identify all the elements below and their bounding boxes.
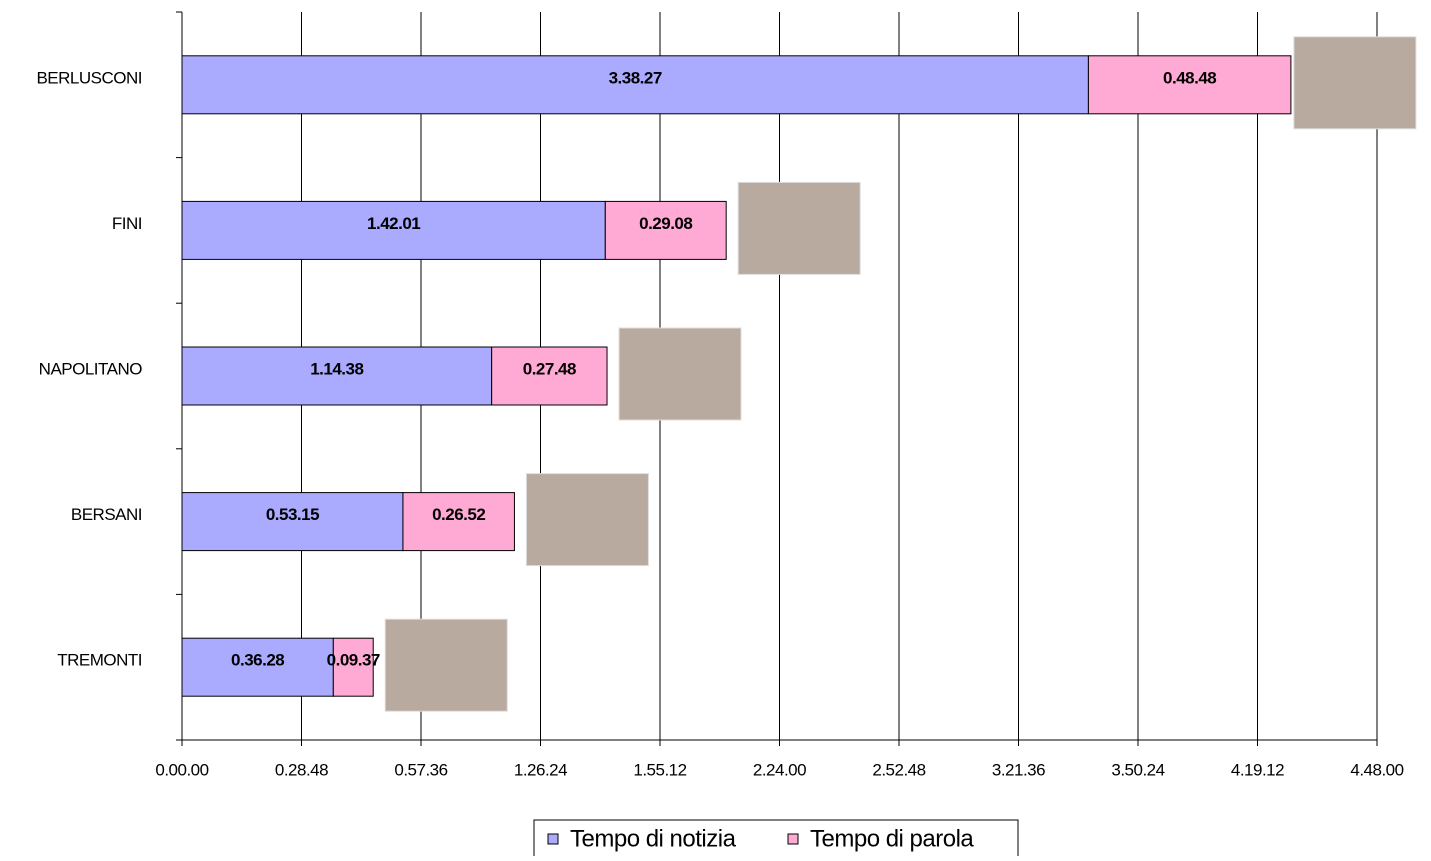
x-tick-label: 0.00.00 bbox=[155, 760, 208, 779]
data-label: 1.14.38 bbox=[310, 359, 363, 378]
data-label: 0.53.15 bbox=[266, 505, 319, 524]
x-tick-label: 1.26.24 bbox=[514, 760, 567, 779]
photo bbox=[618, 327, 742, 421]
data-label: 3.38.27 bbox=[609, 68, 662, 87]
bar-segment bbox=[181, 55, 1089, 115]
photo bbox=[1293, 36, 1417, 130]
bar-segment bbox=[491, 346, 608, 406]
category-label: TREMONTI bbox=[57, 651, 142, 670]
x-tick-label: 0.28.48 bbox=[275, 760, 328, 779]
legend-swatch bbox=[787, 833, 799, 845]
bar-segment bbox=[332, 637, 374, 697]
category-label: BERLUSCONI bbox=[36, 68, 142, 87]
photo bbox=[737, 181, 861, 275]
bar-segment bbox=[181, 492, 404, 552]
category-label: BERSANI bbox=[71, 505, 142, 524]
x-tick-label: 3.50.24 bbox=[1111, 760, 1164, 779]
photo bbox=[525, 473, 649, 567]
photo bbox=[384, 618, 508, 712]
legend-label: Tempo di parola bbox=[810, 825, 974, 852]
category-label: NAPOLITANO bbox=[39, 359, 143, 378]
data-label: 0.48.48 bbox=[1163, 68, 1216, 87]
x-tick-label: 2.24.00 bbox=[753, 760, 806, 779]
data-label: 0.09.37 bbox=[327, 651, 380, 670]
legend-label: Tempo di notizia bbox=[570, 825, 737, 852]
bar-segment bbox=[1087, 55, 1292, 115]
bar-segment bbox=[181, 346, 493, 406]
legend-swatch bbox=[547, 833, 559, 845]
bar-segment bbox=[181, 200, 606, 260]
category-label: FINI bbox=[112, 214, 142, 233]
x-tick-label: 0.57.36 bbox=[394, 760, 447, 779]
bar-segment bbox=[402, 492, 515, 552]
bar-segment bbox=[604, 200, 727, 260]
x-tick-label: 4.19.12 bbox=[1231, 760, 1284, 779]
x-tick-label: 2.52.48 bbox=[872, 760, 925, 779]
x-tick-label: 3.21.36 bbox=[992, 760, 1045, 779]
legend bbox=[533, 819, 1019, 861]
x-tick-label: 1.55.12 bbox=[633, 760, 686, 779]
x-tick-label: 4.48.00 bbox=[1350, 760, 1403, 779]
data-label: 0.36.28 bbox=[231, 651, 284, 670]
data-label: 0.26.52 bbox=[432, 505, 485, 524]
data-label: 1.42.01 bbox=[367, 214, 420, 233]
data-label: 0.29.08 bbox=[639, 214, 692, 233]
data-label: 0.27.48 bbox=[523, 359, 576, 378]
